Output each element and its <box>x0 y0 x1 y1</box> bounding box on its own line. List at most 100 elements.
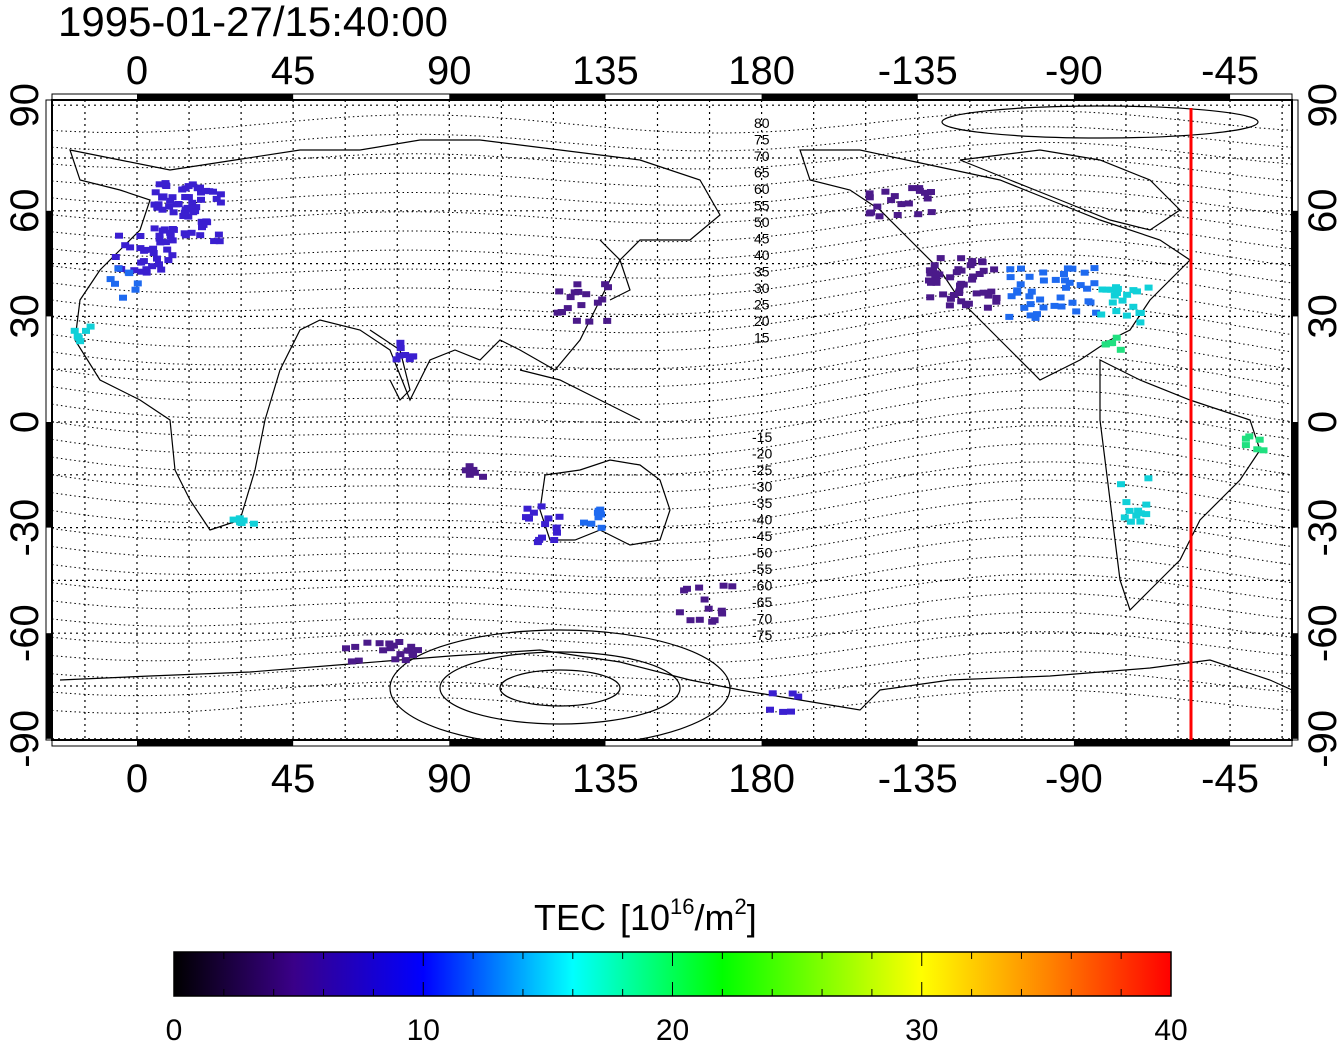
magnetic-contour <box>52 237 1292 279</box>
x-tick-label-bottom: 90 <box>427 757 472 801</box>
contour-label: -70 <box>752 611 772 627</box>
tec-block <box>1142 501 1151 508</box>
tec-block <box>1259 447 1268 454</box>
magnetic-contour <box>52 611 1292 647</box>
magnetic-contour <box>52 337 1292 388</box>
tec-block <box>401 657 410 664</box>
tec-block <box>523 505 532 512</box>
tec-block <box>1050 302 1059 309</box>
coastline-path <box>369 329 411 402</box>
contour-label: 55 <box>754 198 770 214</box>
frame-band-bottom <box>449 740 606 746</box>
contour-label: -30 <box>752 479 772 495</box>
magnetic-contour <box>52 205 1292 243</box>
tec-block <box>1033 311 1041 318</box>
tec-block <box>887 197 896 204</box>
tec-block <box>1132 512 1141 519</box>
tec-block <box>923 195 932 202</box>
tec-block <box>193 185 202 192</box>
tec-block <box>695 584 704 591</box>
tec-block <box>153 204 162 211</box>
tec-block <box>717 607 726 614</box>
x-tick-label-top: 45 <box>271 49 316 93</box>
y-tick-label-left: 30 <box>3 294 47 339</box>
tec-block <box>375 640 384 647</box>
tec-block <box>956 282 964 289</box>
magnetic-contour <box>52 157 1292 188</box>
tec-block <box>939 291 948 298</box>
tec-block <box>1129 287 1138 294</box>
tec-block <box>168 194 177 201</box>
tec-block <box>897 201 906 208</box>
tec-block <box>159 193 168 200</box>
tec-block <box>396 651 405 658</box>
tec-block <box>1026 312 1035 319</box>
tec-block <box>395 639 404 645</box>
magnetic-contour <box>52 286 1292 334</box>
tec-block <box>563 305 572 312</box>
tec-block <box>202 218 211 225</box>
tec-block <box>675 609 684 616</box>
tec-block <box>1253 446 1262 453</box>
tec-block <box>199 221 208 228</box>
tec-block <box>1076 282 1085 289</box>
tec-block <box>461 467 470 474</box>
y-tick-label-right: -90 <box>1301 710 1344 768</box>
tec-block <box>566 294 575 301</box>
x-tick-label-bottom: 45 <box>271 757 316 801</box>
tec-block <box>987 288 996 295</box>
contour-label: -25 <box>752 462 772 478</box>
tec-block <box>975 271 984 277</box>
tec-block <box>1122 499 1131 506</box>
tec-block <box>544 515 553 522</box>
coastline-path <box>599 239 631 301</box>
tec-block <box>945 302 954 309</box>
tec-block <box>196 232 205 239</box>
x-tick-label-bottom: 135 <box>572 757 639 801</box>
frame-band-top <box>761 94 918 100</box>
contour-label: 40 <box>754 247 770 263</box>
tec-block <box>580 519 588 526</box>
tec-block <box>347 658 356 665</box>
tec-block <box>969 273 978 280</box>
tec-block <box>1063 265 1072 272</box>
tec-block <box>249 520 258 527</box>
tec-block <box>1112 308 1121 315</box>
tec-block <box>950 292 958 298</box>
magnetic-contour <box>52 173 1292 206</box>
contour-label: 30 <box>754 280 770 296</box>
coastline-path <box>69 139 721 531</box>
tec-block <box>710 617 719 624</box>
tec-block <box>1118 297 1127 304</box>
tec-block <box>465 463 474 470</box>
tec-block <box>150 225 159 232</box>
tec-block <box>1144 475 1153 482</box>
tec-block <box>537 503 546 510</box>
frame-band-top <box>1073 94 1231 100</box>
contour-label: 35 <box>754 264 770 280</box>
tec-block <box>166 229 175 236</box>
tec-block <box>952 269 961 276</box>
colorbar-tick-label: 20 <box>656 1014 689 1047</box>
tec-block <box>142 269 151 276</box>
tec-block <box>158 206 167 213</box>
frame-band-right <box>1292 210 1298 317</box>
tec-block <box>585 318 594 325</box>
tec-block <box>983 304 992 311</box>
magnetic-contour <box>52 689 1292 715</box>
tec-block <box>984 292 993 299</box>
contour-label: 45 <box>754 231 770 247</box>
tec-block <box>379 647 388 654</box>
tec-block <box>342 645 350 652</box>
tec-block <box>1255 436 1264 443</box>
tec-block <box>927 209 936 216</box>
polar-contour-south <box>499 669 621 707</box>
colorbar-tick-marks <box>223 952 1122 996</box>
tec-block <box>184 213 193 220</box>
tec-block <box>1241 442 1250 449</box>
tec-block <box>1092 309 1101 316</box>
tec-block <box>1108 299 1117 306</box>
tec-block <box>392 356 401 363</box>
tec-block <box>197 189 205 196</box>
